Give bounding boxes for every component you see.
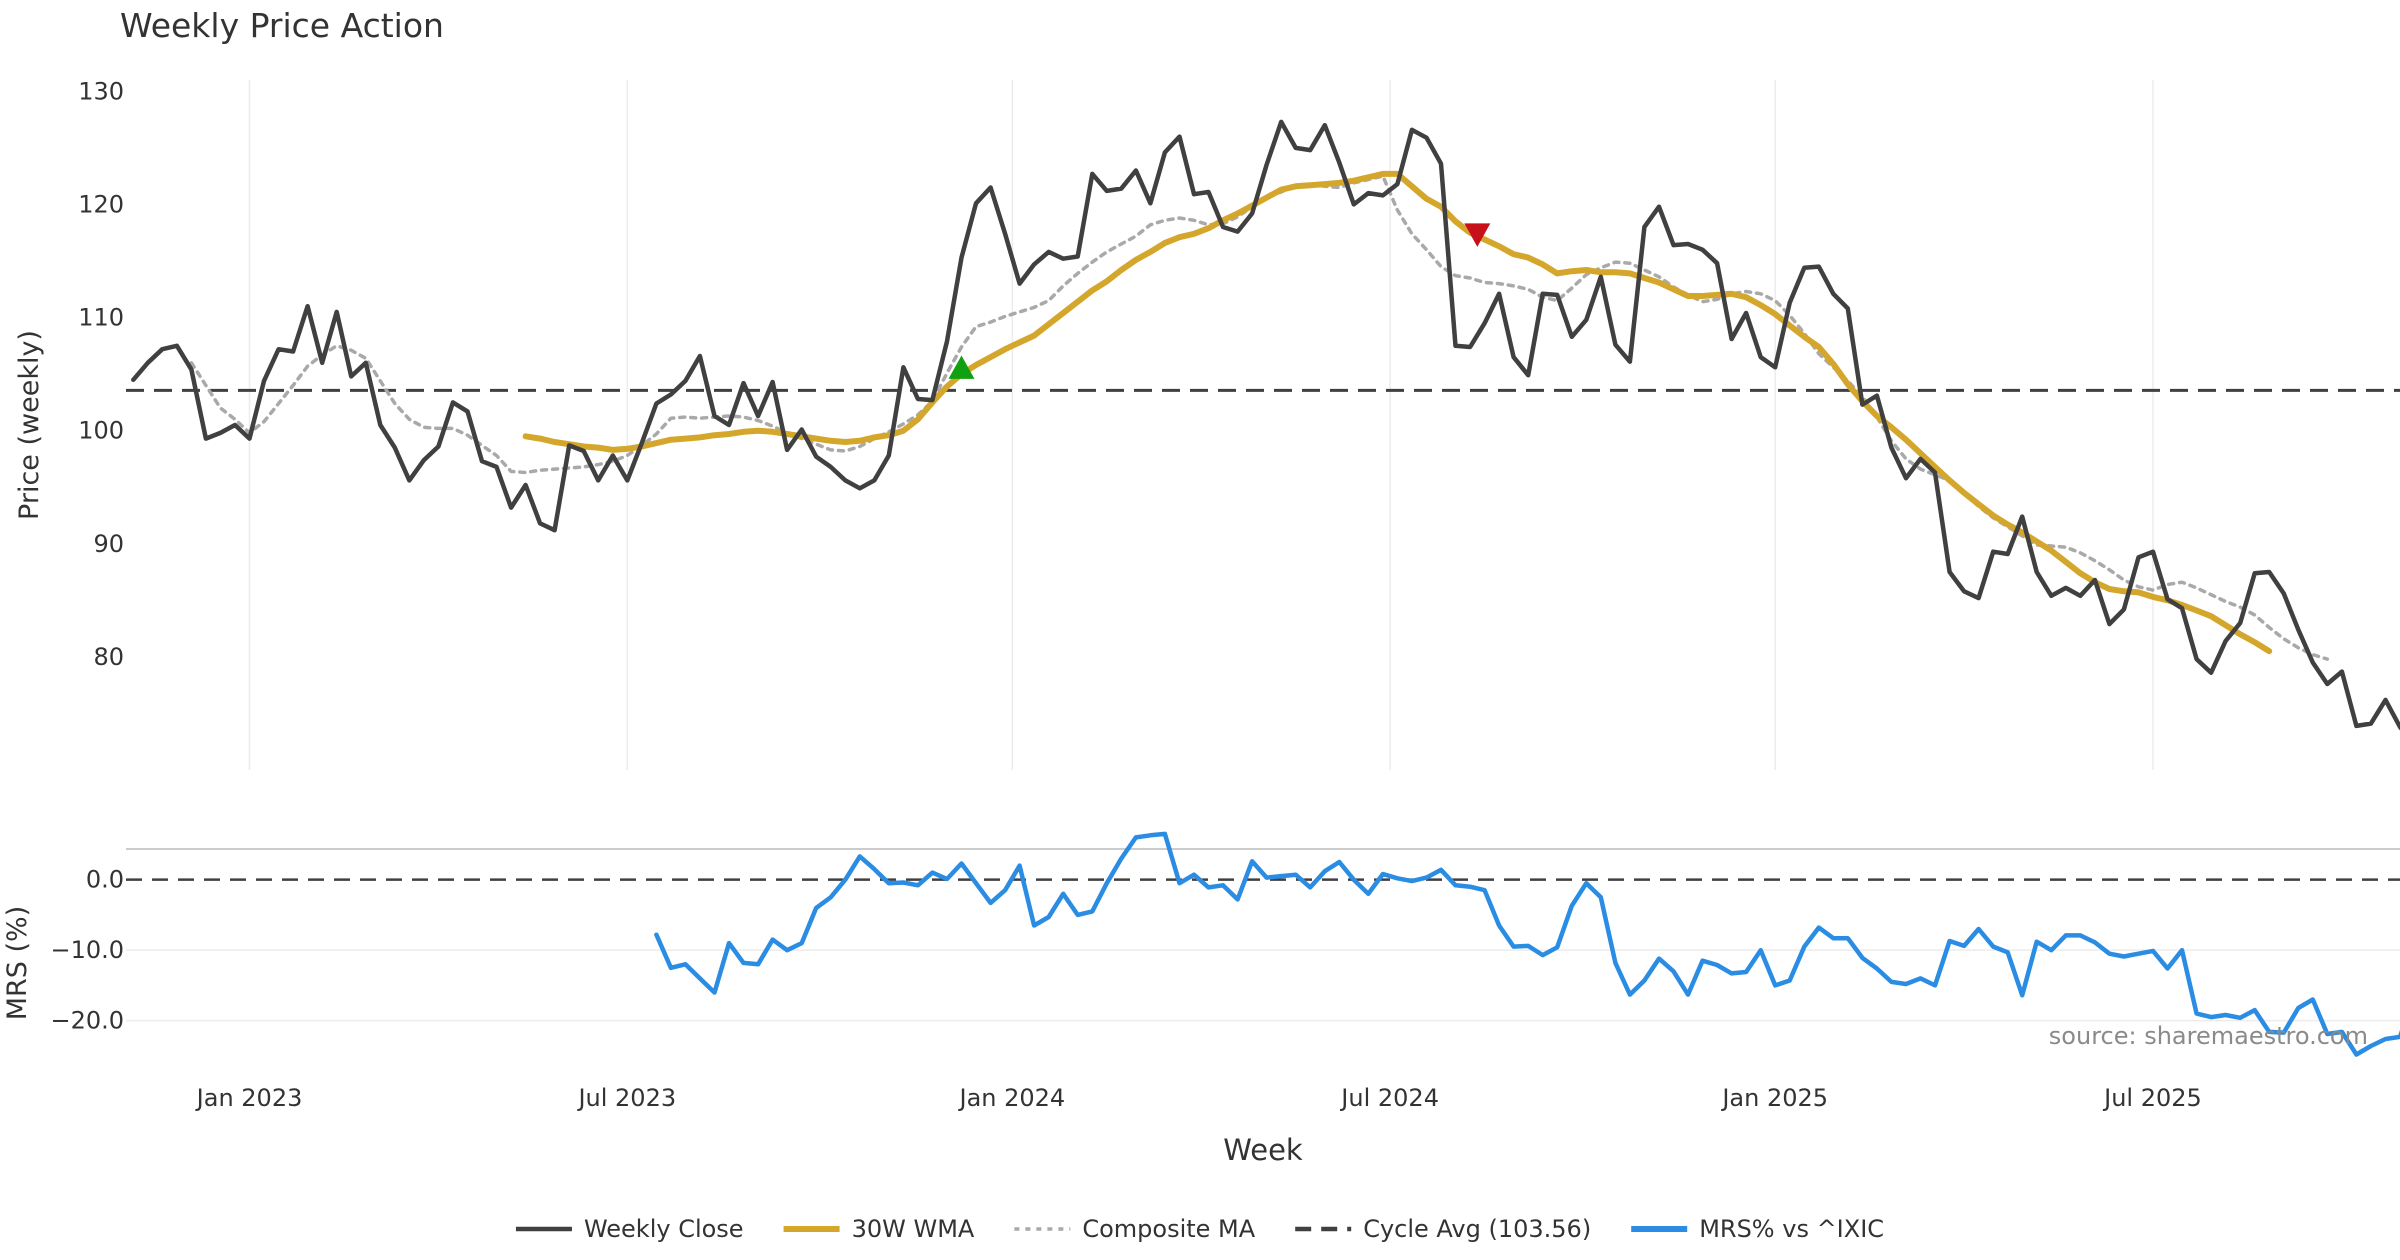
chart-title: Weekly Price Action [120,6,444,45]
price-series [131,119,2400,731]
mrs-y-tick-1: −10.0 [50,936,124,964]
x-tick-label: Jul 2023 [576,1084,676,1112]
buy-signal-marker [948,355,975,379]
legend-label: Weekly Close [584,1215,744,1243]
x-axis-ticks: Jan 2023 Jul 2023 Jan 2024 Jul 2024 Jan 2025… [195,1084,2202,1112]
mrs-series [654,831,2400,1057]
price-y-tick-80: 80 [93,643,124,671]
legend: Weekly Close 30W WMA Composite MA Cycle Avg… [515,1215,1884,1243]
legend-item: Weekly Close [515,1215,744,1243]
mrs-y-axis-label: MRS (%) [2,906,33,1021]
weekly-close-line [131,119,2400,731]
legend-label: Composite MA [1082,1215,1255,1243]
mrs-y-ticks: 0.0 −10.0 −20.0 [50,866,124,1035]
legend-item: 30W WMA [783,1215,975,1243]
signal-markers [948,223,1491,379]
price-y-tick-100: 100 [78,417,124,445]
price-panel: 80 90 100 110 120 130 Price (weekly) [14,77,2400,770]
legend-item: Composite MA [1014,1215,1256,1243]
source-note: source: sharemaestro.com [2049,1022,2368,1050]
x-tick-label: Jan 2024 [957,1084,1065,1112]
price-y-ticks: 80 90 100 110 120 130 [78,77,124,671]
legend-label: MRS% vs ^IXIC [1699,1215,1884,1243]
legend-label: 30W WMA [852,1215,975,1243]
mrs-y-tick-0: 0.0 [86,866,124,894]
mrs-gridlines [126,949,2400,1022]
x-axis-label: Week [1223,1133,1303,1167]
price-y-tick-130: 130 [78,77,124,105]
mrs-line [654,831,2400,1057]
legend-label: Cycle Avg (103.56) [1363,1215,1591,1243]
price-y-axis-label: Price (weekly) [14,330,45,520]
price-y-tick-120: 120 [78,190,124,218]
mrs-y-tick-2: −20.0 [50,1007,124,1035]
price-y-tick-90: 90 [93,530,124,558]
legend-item: MRS% vs ^IXIC [1631,1215,1884,1243]
x-tick-label: Jul 2024 [1339,1084,1439,1112]
mrs-panel: 0.0 −10.0 −20.0 MRS (%) source: sharemaest… [2,831,2400,1057]
x-tick-label: Jan 2023 [195,1084,303,1112]
x-tick-label: Jan 2025 [1720,1084,1828,1112]
price-y-tick-110: 110 [78,304,124,332]
wma-30w-line [522,170,2273,655]
legend-item: Cycle Avg (103.56) [1295,1215,1591,1243]
x-tick-label: Jul 2025 [2102,1084,2202,1112]
sell-signal-marker [1464,223,1491,247]
